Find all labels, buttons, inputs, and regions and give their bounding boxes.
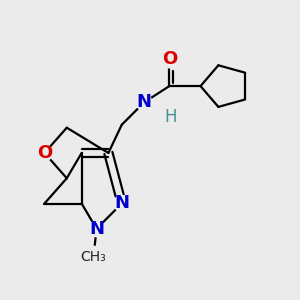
Text: O: O <box>37 144 52 162</box>
Text: N: N <box>89 220 104 238</box>
Circle shape <box>37 145 52 161</box>
Circle shape <box>114 196 130 211</box>
Text: N: N <box>114 194 129 212</box>
Circle shape <box>165 111 177 124</box>
Circle shape <box>83 246 104 268</box>
Text: O: O <box>162 50 177 68</box>
Text: CH₃: CH₃ <box>81 250 106 264</box>
Text: N: N <box>136 93 152 111</box>
Circle shape <box>136 94 152 110</box>
Circle shape <box>161 51 178 68</box>
Circle shape <box>88 221 104 237</box>
Text: H: H <box>165 108 177 126</box>
